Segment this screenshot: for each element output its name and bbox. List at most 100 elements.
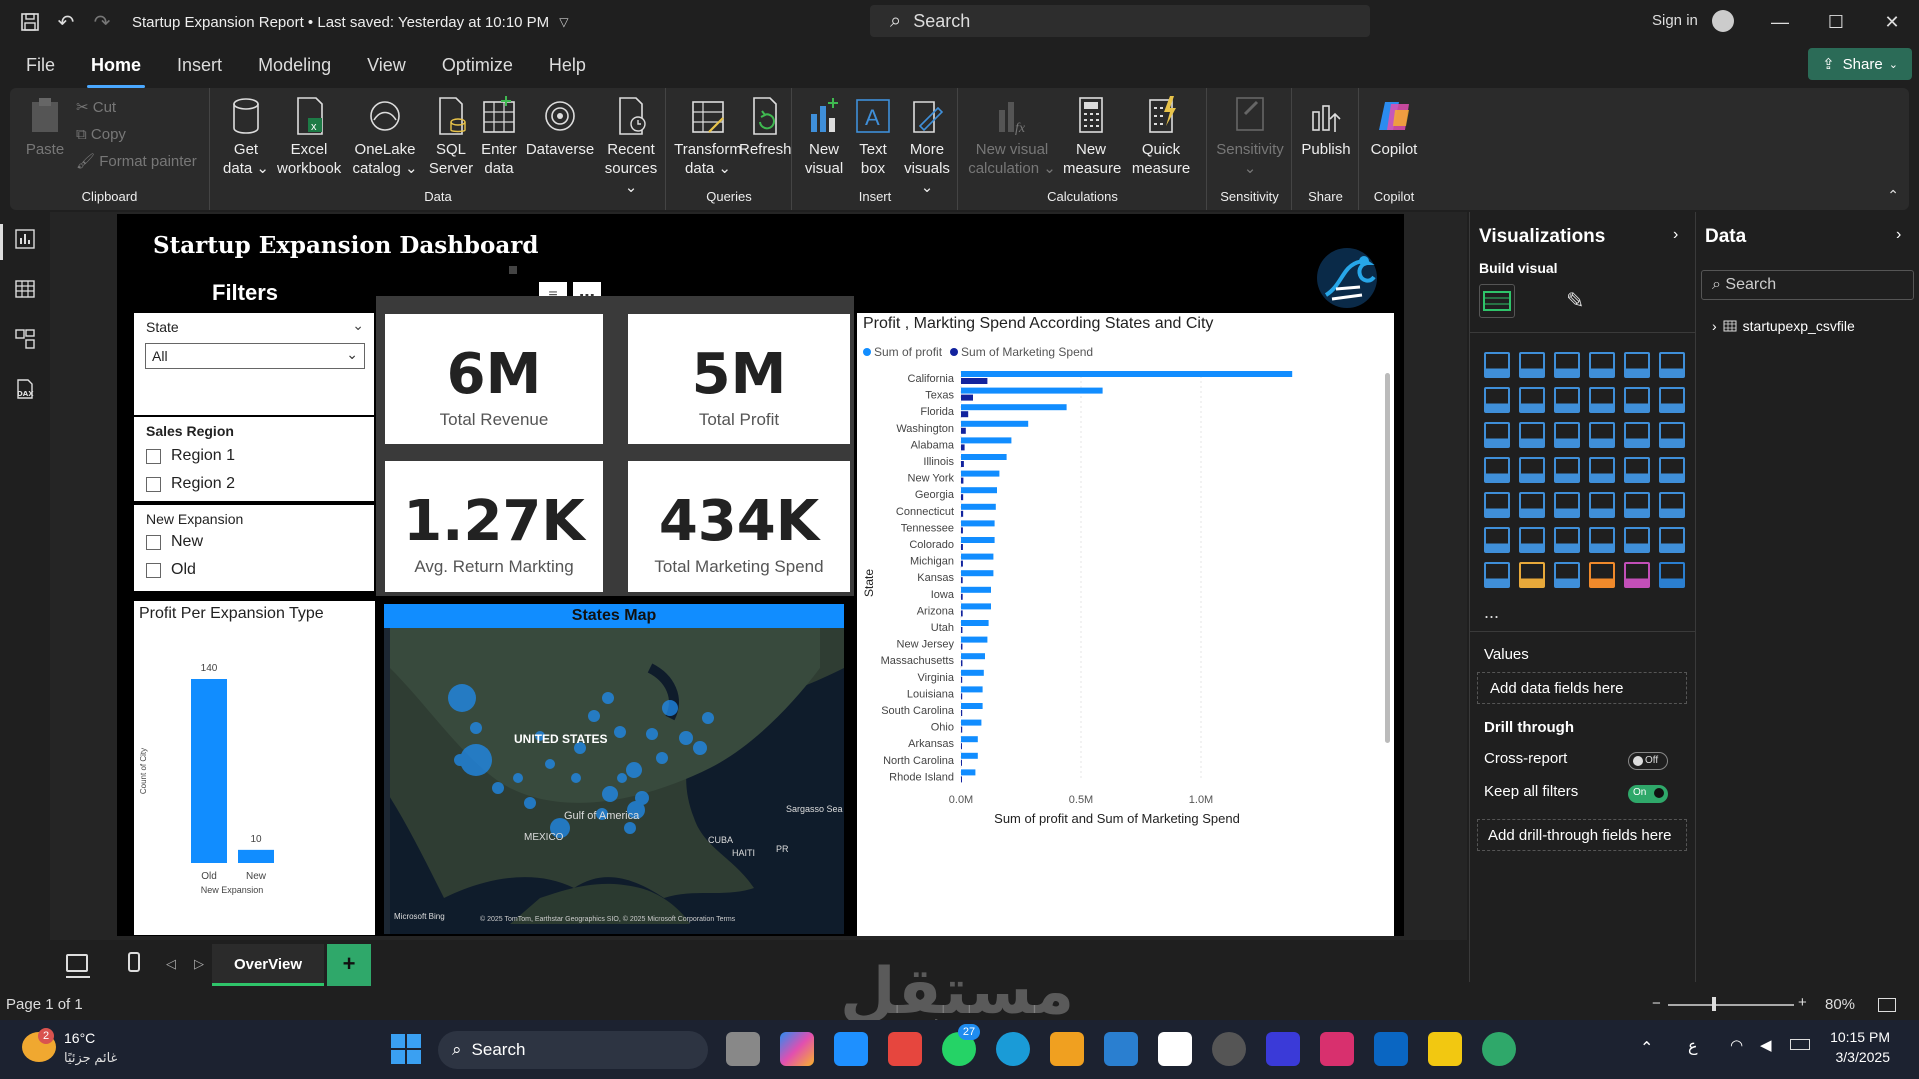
stacked-bar-visual-icon[interactable] xyxy=(1484,352,1510,378)
diamond-visual-icon[interactable] xyxy=(1624,562,1650,588)
kpi-card-revenue[interactable]: 6M Total Revenue xyxy=(385,314,603,444)
metrics-visual-icon[interactable] xyxy=(1659,527,1685,553)
map-visual-icon[interactable] xyxy=(1519,457,1545,483)
new-option[interactable]: New xyxy=(146,533,203,551)
kpi-card-marketing-spend[interactable]: 434K Total Marketing Spend xyxy=(628,461,850,592)
battery-icon[interactable] xyxy=(1790,1039,1810,1050)
menu-home[interactable]: Home xyxy=(87,49,146,88)
sql-server-button[interactable]: SQL Server xyxy=(427,96,475,178)
region-2-option[interactable]: Region 2 xyxy=(146,475,235,493)
waterfall-visual-icon[interactable] xyxy=(1519,422,1545,448)
close-icon[interactable]: ✕ xyxy=(1884,11,1900,32)
text-box-button[interactable]: A Text box xyxy=(851,96,895,178)
multirow-card-visual-icon[interactable] xyxy=(1484,492,1510,518)
filled-map-visual-icon[interactable] xyxy=(1554,457,1580,483)
checkbox[interactable] xyxy=(146,534,161,550)
100-area-visual-icon[interactable] xyxy=(1589,387,1615,413)
redo-icon[interactable]: ↷ xyxy=(93,11,111,34)
expansion-type-chart[interactable]: Profit Per Expansion Type 140 Old 10 New New… xyxy=(134,601,375,935)
instagram-icon[interactable] xyxy=(1320,1032,1354,1066)
zoom-in-icon[interactable]: + xyxy=(1798,994,1807,1011)
pie-visual-icon[interactable] xyxy=(1624,422,1650,448)
old-option[interactable]: Old xyxy=(146,561,196,579)
menu-modeling[interactable]: Modeling xyxy=(258,54,332,75)
stacked-column-visual-icon[interactable] xyxy=(1519,352,1545,378)
onelake-button[interactable]: OneLake catalog ⌄ xyxy=(348,96,422,178)
keep-filters-toggle[interactable]: On xyxy=(1628,785,1668,803)
table-view-icon[interactable] xyxy=(12,278,38,302)
publish-button[interactable]: Publish xyxy=(1299,96,1353,159)
store-icon[interactable] xyxy=(888,1032,922,1066)
arcgis-visual-icon[interactable] xyxy=(1589,562,1615,588)
menu-optimize[interactable]: Optimize xyxy=(441,54,513,75)
matrix-visual-icon[interactable] xyxy=(1624,492,1650,518)
m365-icon[interactable] xyxy=(780,1032,814,1066)
page-tab-overview[interactable]: OverView xyxy=(212,944,324,986)
windows-start-icon[interactable] xyxy=(390,1033,424,1067)
zoom-slider-thumb[interactable] xyxy=(1712,997,1716,1011)
100-column-visual-icon[interactable] xyxy=(1659,352,1685,378)
avatar[interactable] xyxy=(1712,10,1734,32)
azure-map-visual-icon[interactable] xyxy=(1589,457,1615,483)
excel-workbook-button[interactable]: x Excel workbook xyxy=(277,96,341,178)
sensitivity-button[interactable]: Sensitivity ⌄ xyxy=(1214,96,1286,178)
clock-date[interactable]: 3/3/2025 xyxy=(1835,1049,1891,1065)
save-icon[interactable] xyxy=(12,4,48,40)
search-input[interactable]: ⌕ Search xyxy=(870,5,1370,37)
line-column-visual-icon[interactable] xyxy=(1624,387,1650,413)
clustered-bar-visual-icon[interactable] xyxy=(1554,352,1580,378)
menu-view[interactable]: View xyxy=(367,54,406,75)
chrome-icon[interactable] xyxy=(1482,1032,1516,1066)
wifi-icon[interactable]: ◠ xyxy=(1730,1037,1744,1054)
more-visuals-icon[interactable]: ... xyxy=(1484,602,1500,622)
zoom-out-icon[interactable]: − xyxy=(1652,995,1661,1012)
format-visual-icon[interactable]: ✎ xyxy=(1566,288,1585,313)
states-map[interactable]: States Map UNITED STATES Gulf of America… xyxy=(384,604,844,934)
line-visual-icon[interactable] xyxy=(1484,387,1510,413)
undo-icon[interactable]: ↶ xyxy=(57,11,75,34)
chart-scrollbar[interactable] xyxy=(1385,373,1390,743)
app-u-icon[interactable] xyxy=(1266,1032,1300,1066)
drill-through-drop-zone[interactable]: Add drill-through fields here xyxy=(1477,819,1687,851)
maximize-icon[interactable]: ☐ xyxy=(1827,11,1845,32)
checkbox[interactable] xyxy=(146,562,161,578)
gauge-visual-icon[interactable] xyxy=(1624,457,1650,483)
donut-visual-icon[interactable] xyxy=(1659,422,1685,448)
linkedin-icon[interactable] xyxy=(1374,1032,1408,1066)
kpi-card-profit[interactable]: 5M Total Profit xyxy=(628,314,850,444)
qa-visual-icon[interactable] xyxy=(1589,527,1615,553)
collapse-ribbon-icon[interactable]: ⌃ xyxy=(1887,187,1899,203)
r-visual-visual-icon[interactable] xyxy=(1659,492,1685,518)
desktop-layout-icon[interactable] xyxy=(66,954,88,972)
slicer-visual-icon[interactable] xyxy=(1554,492,1580,518)
media-player-icon[interactable] xyxy=(1212,1032,1246,1066)
transform-data-button[interactable]: Transform data ⌄ xyxy=(673,96,743,178)
vscode-icon[interactable] xyxy=(1104,1032,1138,1066)
chevron-right-icon[interactable]: › xyxy=(1673,226,1679,243)
clustered-column-visual-icon[interactable] xyxy=(1589,352,1615,378)
power-automate-visual-icon[interactable] xyxy=(1554,562,1580,588)
cut-button[interactable]: ✂ Cut xyxy=(76,98,116,116)
region-1-option[interactable]: Region 1 xyxy=(146,447,235,465)
state-dropdown[interactable]: All ⌄ xyxy=(145,343,365,369)
data-table-item[interactable]: › startupexp_csvfile xyxy=(1712,318,1855,334)
edge-icon[interactable] xyxy=(996,1032,1030,1066)
narrative-visual-icon[interactable] xyxy=(1624,527,1650,553)
kpi-visual-icon[interactable] xyxy=(1519,492,1545,518)
data-search-input[interactable]: ⌕ Search xyxy=(1701,270,1914,300)
mobile-layout-icon[interactable] xyxy=(128,952,140,972)
quick-measure-button[interactable]: Quick measure xyxy=(1121,96,1201,178)
stacked-area-visual-icon[interactable] xyxy=(1554,387,1580,413)
chevron-down-icon[interactable]: ▽ xyxy=(559,15,569,29)
volume-icon[interactable]: ◀ xyxy=(1760,1037,1772,1054)
report-view-icon[interactable] xyxy=(12,228,38,252)
format-painter-button[interactable]: 🖌 Format painter xyxy=(76,152,197,170)
paginated-visual-icon[interactable] xyxy=(1484,562,1510,588)
key-influencers-visual-icon[interactable] xyxy=(1519,527,1545,553)
treemap-visual-icon[interactable] xyxy=(1484,457,1510,483)
menu-file[interactable]: File xyxy=(26,54,56,75)
fit-to-page-icon[interactable] xyxy=(1878,998,1896,1012)
model-view-icon[interactable] xyxy=(12,328,38,352)
copilot-app-icon[interactable] xyxy=(1050,1032,1084,1066)
enter-data-button[interactable]: Enter data xyxy=(477,96,521,178)
